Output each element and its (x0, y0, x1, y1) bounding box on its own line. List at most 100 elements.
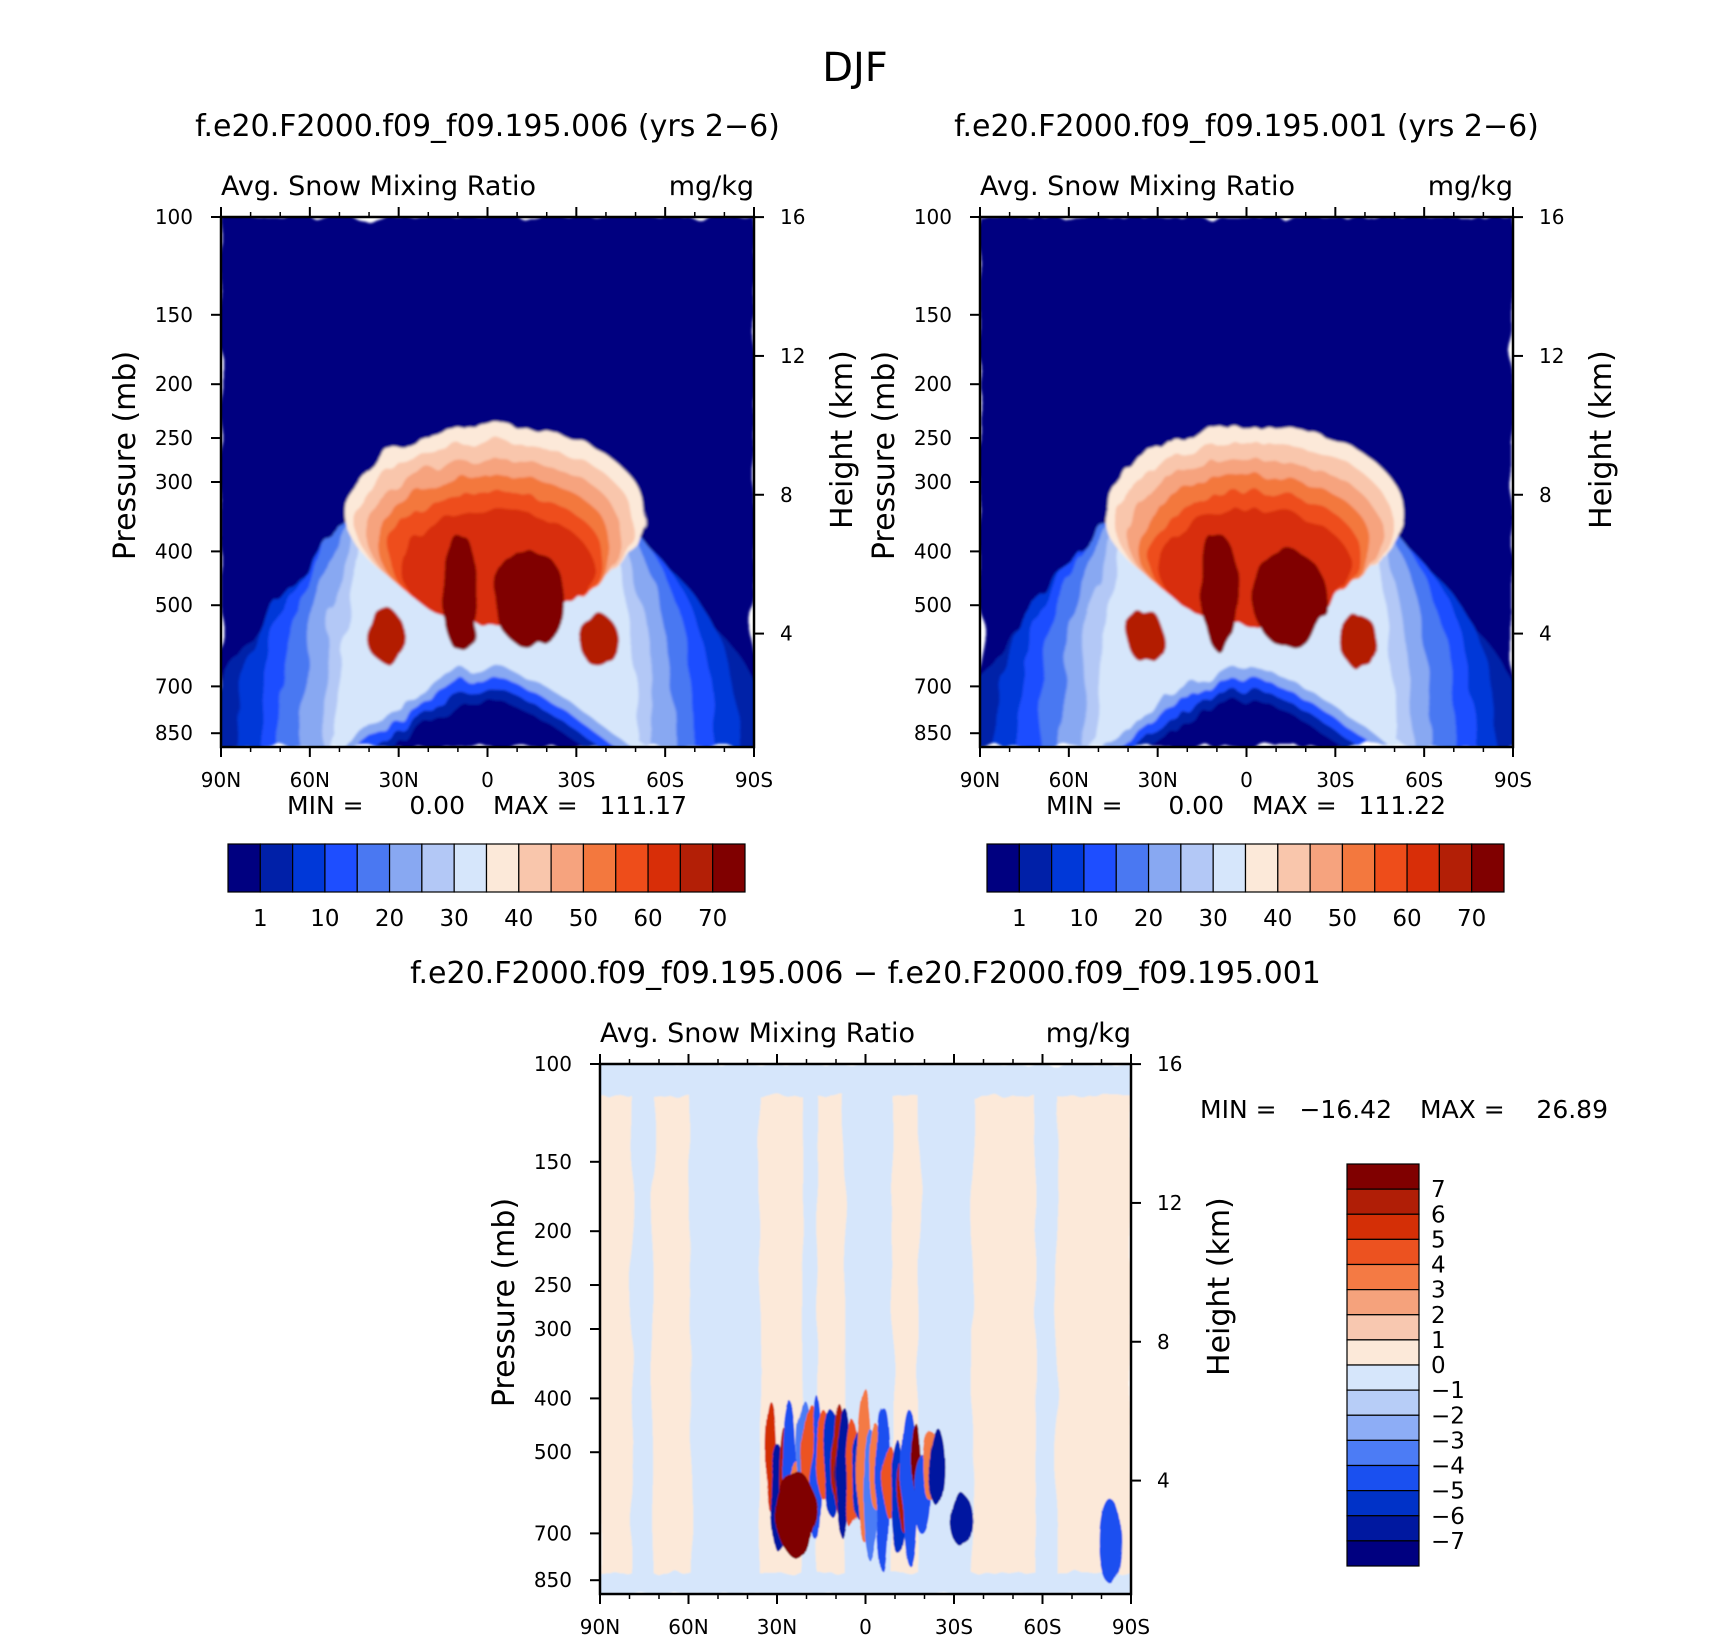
x-tick-label: 60S (1405, 768, 1443, 792)
height-tick-label: 12 (1157, 1191, 1182, 1215)
panel-left-label: Avg. Snow Mixing Ratio (980, 171, 1295, 202)
colorbar-swatch (227, 843, 261, 893)
x-tick-label: 0 (859, 1615, 872, 1639)
contour-anomaly-strong (1099, 1498, 1121, 1584)
colorbar-swatch (1244, 843, 1279, 893)
colorbar-swatch (712, 843, 746, 893)
y-tick-label: 500 (914, 593, 952, 617)
x-tick-label: 30N (757, 1615, 797, 1639)
colorbar-swatch (1346, 1515, 1420, 1542)
height-axis-title: Height (km) (825, 350, 860, 529)
y-tick-label: 400 (914, 539, 952, 563)
max-label: MAX = (1420, 1095, 1505, 1124)
colorbar-label: −1 (1431, 1378, 1465, 1404)
colorbar-swatch (1346, 1188, 1420, 1215)
colorbar-swatch (679, 843, 714, 893)
max-label: MAX = (1252, 791, 1337, 820)
colorbar-swatch (1346, 1464, 1420, 1492)
colorbar-swatch (1346, 1289, 1420, 1316)
colorbar-label: −2 (1431, 1403, 1465, 1429)
colorbar-label: 0 (1431, 1353, 1446, 1379)
contour-core-left (1201, 535, 1239, 652)
colorbar-swatch (1341, 843, 1376, 893)
colorbar-label: 20 (1134, 906, 1163, 932)
x-tick-label: 0 (1240, 768, 1253, 792)
colorbar-swatch (1346, 1439, 1420, 1467)
colorbar-swatch (1180, 843, 1214, 893)
colorbar-swatch (1346, 1213, 1420, 1240)
y-tick-label: 100 (914, 205, 952, 229)
x-tick-label: 90S (735, 768, 773, 792)
colorbar-swatch (1346, 1414, 1420, 1441)
colorbar-swatch (1147, 843, 1182, 893)
y-tick-label: 150 (155, 303, 193, 327)
panel-case1: f.e20.F2000.f09_f09.195.006 (yrs 2−6) Avg… (108, 109, 860, 932)
colorbar-label: 30 (440, 906, 469, 932)
colorbar-label: 10 (310, 906, 339, 932)
colorbar-swatch (1438, 843, 1473, 893)
panel-title: f.e20.F2000.f09_f09.195.001 (yrs 2−6) (954, 109, 1539, 144)
colorbar-swatch (453, 843, 488, 893)
y-tick-label: 200 (155, 372, 193, 396)
y-tick-label: 250 (155, 426, 193, 450)
x-tick-label: 90S (1112, 1615, 1150, 1639)
y-tick-label: 700 (534, 1521, 572, 1545)
figure-title: DJF (822, 45, 888, 91)
min-label: MIN = (1046, 791, 1123, 820)
colorbar-swatch (1346, 1314, 1420, 1341)
colorbar-label: 10 (1069, 906, 1098, 932)
height-tick-label: 8 (1157, 1330, 1170, 1354)
colorbar-swatch (1406, 843, 1440, 893)
y-axis-title: Pressure (mb) (867, 351, 902, 560)
colorbar-swatch (615, 843, 649, 893)
colorbar-swatch (356, 843, 391, 893)
y-tick-label: 400 (534, 1386, 572, 1410)
field-contours (600, 1064, 1131, 1594)
y-tick-label: 850 (534, 1568, 572, 1592)
max-label: MAX = (493, 791, 578, 820)
colorbar-swatch (1346, 1339, 1420, 1366)
colorbar-label: 30 (1199, 906, 1228, 932)
panel-left-label: Avg. Snow Mixing Ratio (600, 1018, 915, 1049)
colorbar-label: 3 (1431, 1278, 1446, 1304)
colorbar-swatch (421, 843, 455, 893)
panel-right-label: mg/kg (669, 171, 754, 202)
colorbar-label: 70 (1457, 906, 1486, 932)
x-tick-label: 60S (1023, 1615, 1061, 1639)
height-tick-label: 16 (1157, 1052, 1182, 1076)
colorbar-swatch (550, 843, 585, 893)
x-tick-label: 30S (557, 768, 595, 792)
height-tick-label: 4 (1539, 622, 1552, 646)
colorbar-swatch (388, 843, 423, 893)
field-contours (980, 217, 1513, 747)
contour-core-far-left (1126, 609, 1164, 663)
colorbar-label: −3 (1431, 1428, 1465, 1454)
y-tick-label: 150 (534, 1150, 572, 1174)
height-tick-label: 12 (1539, 344, 1564, 368)
contour-core-right (492, 550, 568, 647)
colorbar-swatch (292, 843, 326, 893)
height-axis-title: Height (km) (1584, 350, 1619, 529)
contour-band-6 (1056, 1095, 1131, 1573)
colorbar-label: 70 (698, 906, 727, 932)
colorbar-swatch (1346, 1263, 1420, 1291)
y-tick-label: 100 (155, 205, 193, 229)
min-value: −16.42 (1299, 1095, 1392, 1124)
contour-band-1 (653, 1095, 691, 1573)
colorbar-swatch (1018, 843, 1053, 893)
max-value: 111.22 (1359, 791, 1446, 820)
height-tick-label: 16 (1539, 205, 1564, 229)
max-value: 26.89 (1536, 1095, 1608, 1124)
x-tick-label: 90N (201, 768, 241, 792)
plot-field (980, 217, 1513, 747)
colorbar-swatch (1346, 1364, 1420, 1391)
x-tick-label: 30N (378, 768, 418, 792)
min-value: 0.00 (409, 791, 465, 820)
colorbar-swatch (1051, 843, 1085, 893)
x-tick-label: 60N (1049, 768, 1089, 792)
colorbar-swatch (1212, 843, 1247, 893)
contour-band-0 (600, 1095, 632, 1573)
height-axis-title: Height (km) (1202, 1197, 1237, 1376)
colorbar-swatch (485, 843, 520, 893)
colorbar-swatch (1277, 843, 1311, 893)
